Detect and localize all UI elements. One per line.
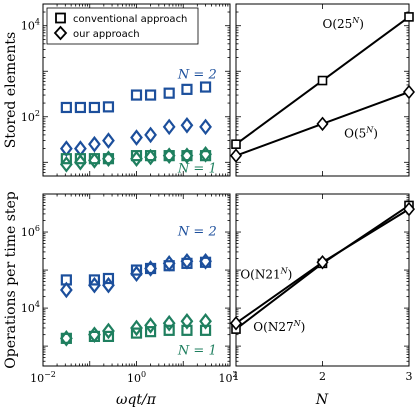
top-right-diamond-marker — [316, 116, 329, 132]
top-left-square-marker — [199, 81, 212, 93]
legend: conventional approach our approach — [46, 7, 199, 45]
top-right-annotation-0: O(25N) — [323, 16, 364, 31]
bottom-left-diamond-marker — [102, 322, 115, 340]
top-left-square-marker — [102, 101, 115, 113]
bottom-left-square-marker — [144, 326, 157, 338]
top-left-diamond-marker — [59, 156, 73, 173]
top-left-diamond-marker — [162, 118, 176, 136]
bottom-left-diamond-marker — [180, 312, 194, 330]
bottom-left-ytick-label: 106 — [21, 224, 40, 239]
legend-square-marker — [55, 12, 66, 24]
bottom-ylabel: Operations per time step — [3, 191, 19, 369]
bottom-left-diamond-marker — [199, 312, 212, 330]
top-left-square-marker — [130, 89, 143, 101]
bottom-right-xtick-label: 2 — [319, 370, 326, 383]
bottom-left-diamond-marker — [162, 314, 176, 332]
top-right-annotation-1: O(5N) — [344, 126, 378, 141]
top-left-diamond-marker — [88, 152, 101, 169]
top-left-square-marker — [181, 83, 193, 95]
bottom-left-diamond-marker — [130, 319, 143, 337]
top-ylabel: Stored elements — [3, 32, 19, 148]
bottom-left-xtick-label: 100 — [127, 370, 146, 385]
bottom-left-series-label-0: N = 2 — [177, 225, 217, 240]
bottom-left-square-marker — [130, 327, 143, 339]
bottom-left-square-marker — [181, 324, 193, 336]
top-left-series-label-0: N = 2 — [177, 67, 217, 82]
bottom-left-xlabel: ωqt/π — [116, 392, 157, 408]
bottom-right-xtick-label: 1 — [233, 370, 240, 383]
bottom-left-xtick-label: 10−2 — [30, 370, 56, 385]
bottom-right-xlabel: N — [315, 392, 329, 408]
top-left-series-label-1: N = 1 — [177, 161, 217, 176]
bottom-left-square-marker — [199, 324, 212, 336]
top-right-diamond-marker — [229, 148, 243, 163]
bottom-left-xtick-label: 102 — [218, 370, 237, 385]
top-left-square-marker — [88, 101, 101, 114]
bottom-left-diamond-marker — [102, 276, 115, 294]
top-left-square-marker — [144, 89, 157, 101]
top-left-diamond-marker — [144, 126, 157, 144]
ticks-layer — [42, 3, 410, 367]
top-left-diamond-marker — [199, 118, 212, 136]
bottom-left-diamond-marker — [130, 265, 143, 283]
bottom-left-diamond-marker — [162, 255, 176, 272]
top-left-diamond-marker — [102, 150, 115, 167]
bottom-right-annotation-0: O(N21N) — [240, 266, 292, 281]
bottom-left-diamond-marker — [88, 276, 101, 294]
bottom-left-diamond-marker — [88, 326, 101, 343]
top-left-diamond-marker — [199, 145, 212, 163]
bottom-left-diamond-marker — [144, 260, 157, 277]
bottom-left-diamond-marker — [199, 252, 212, 270]
top-left-diamond-marker — [180, 116, 194, 134]
top-left-diamond-marker — [130, 150, 143, 167]
top-left-square-marker — [60, 153, 72, 165]
top-right-square-marker — [404, 12, 414, 22]
top-left-square-marker — [163, 87, 175, 99]
bottom-right-xtick-label: 3 — [406, 370, 413, 383]
legend-diamond-marker — [53, 25, 68, 41]
bottom-left-diamond-marker — [180, 252, 194, 270]
top-left-diamond-marker — [88, 135, 101, 153]
legend-label-ours: our approach — [73, 29, 140, 40]
bottom-left-diamond-marker — [144, 317, 157, 334]
top-right-square-marker — [231, 139, 241, 149]
top-right-square-marker — [317, 75, 328, 86]
bottom-right-diamond-marker — [229, 315, 243, 331]
top-left-diamond-marker — [144, 148, 157, 166]
top-left-ytick-label: 104 — [21, 18, 40, 33]
top-left-diamond-marker — [74, 153, 87, 171]
top-left-diamond-marker — [162, 147, 176, 164]
bottom-right-diamond-marker — [316, 255, 329, 270]
bottom-left-ytick-label: 104 — [21, 300, 40, 315]
top-right-diamond-marker — [402, 84, 415, 100]
legend-box — [46, 7, 199, 45]
top-left-diamond-marker — [102, 132, 115, 149]
bottom-left-square-marker — [88, 274, 101, 286]
bottom-left-square-marker — [102, 330, 115, 343]
bottom-right-annotation-1: O(N27N) — [253, 319, 305, 334]
bottom-left-diamond-marker — [59, 281, 73, 299]
bottom-right-diamond-marker — [402, 201, 415, 217]
bottom-left-square-marker — [163, 324, 175, 336]
text-layer: 102 104 N = 2 N = 1 O(25N) O(5N) 104 106 10−2 100… — [21, 16, 413, 385]
bottom-left-square-marker — [102, 272, 115, 285]
legend-label-conventional: conventional approach — [73, 14, 187, 25]
bottom-left-diamond-marker — [59, 330, 73, 347]
top-left-ytick-label: 102 — [21, 109, 40, 124]
top-left-diamond-marker — [130, 129, 143, 146]
top-left-square-marker — [60, 101, 72, 114]
bottom-left-series-label-1: N = 1 — [177, 344, 217, 359]
top-left-diamond-marker — [180, 147, 194, 164]
marks-layer — [59, 12, 415, 347]
top-left-square-marker — [74, 101, 87, 114]
